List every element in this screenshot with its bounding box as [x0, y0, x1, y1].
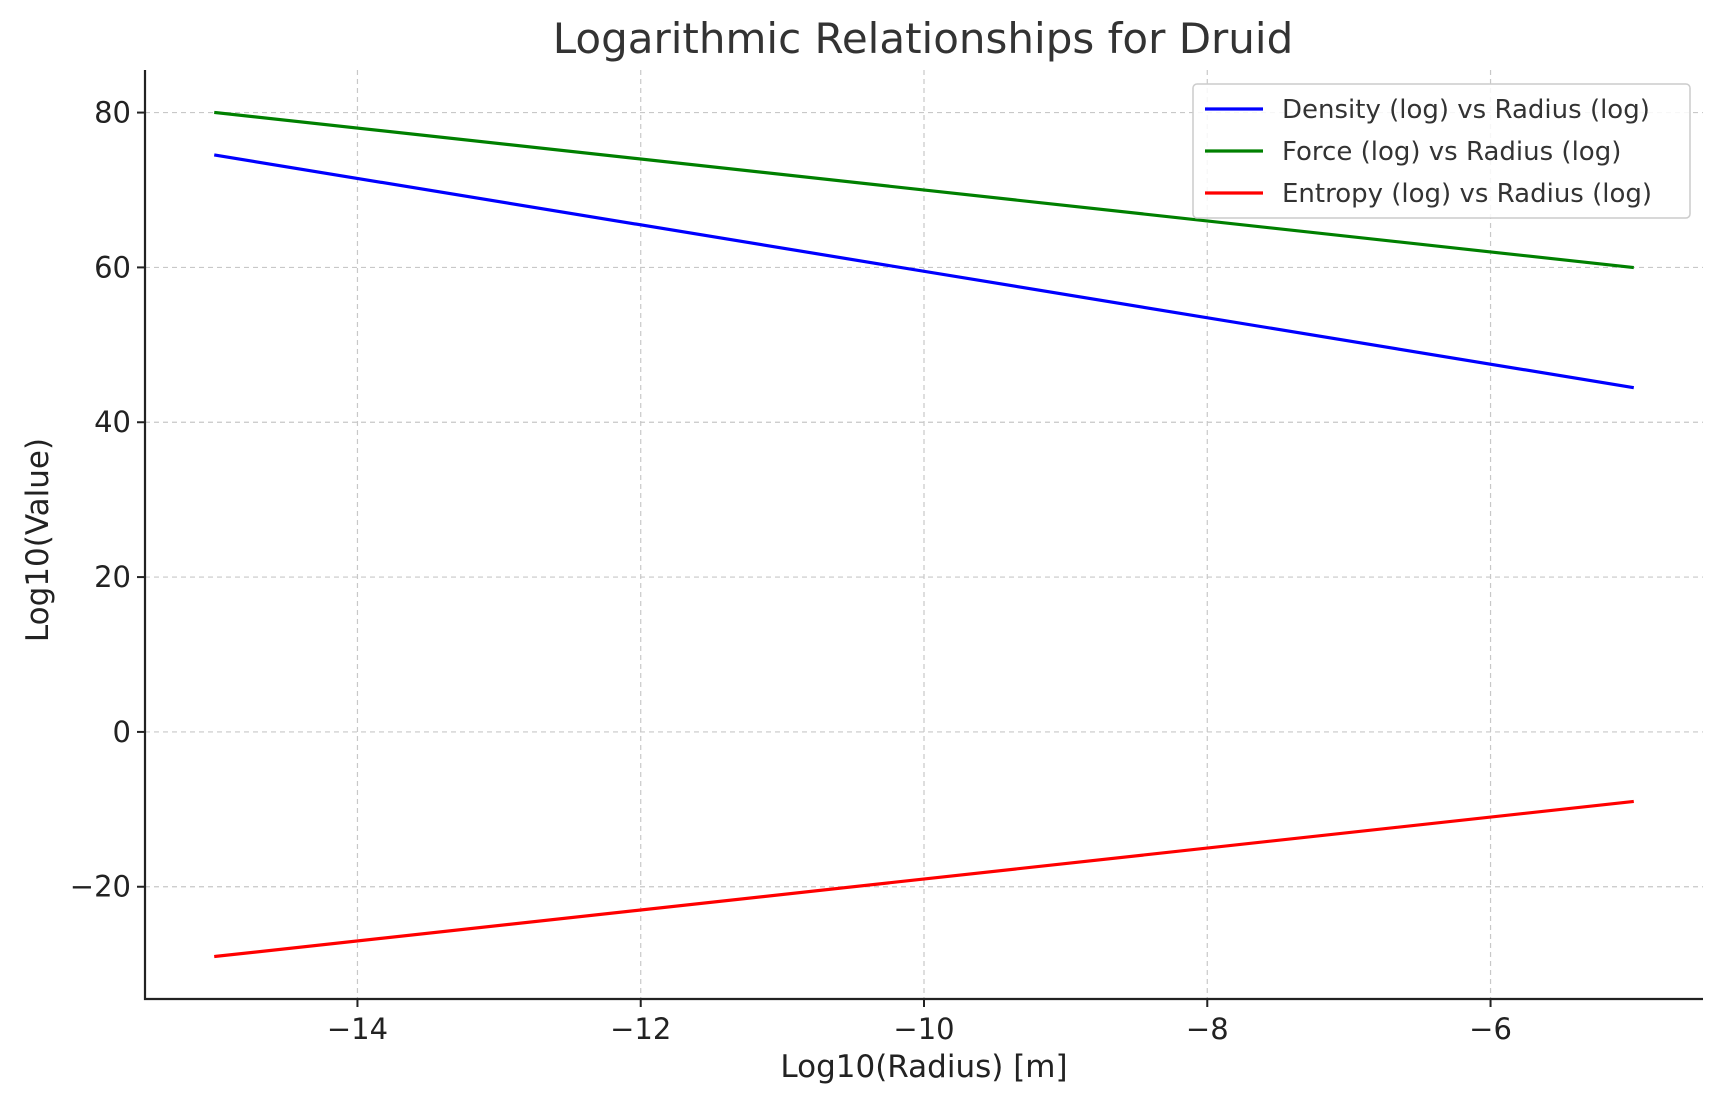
series-line-2 [214, 799, 1634, 959]
legend: Density (log) vs Radius (log) Force (log)… [1192, 83, 1691, 219]
x-tick-label: −10 [893, 1012, 954, 1046]
y-tick-label: −20 [70, 870, 131, 904]
x-tick-label: −12 [610, 1012, 671, 1046]
x-tick-label: −14 [327, 1012, 388, 1046]
legend-label-0: Density (log) vs Radius (log) [1282, 95, 1650, 125]
grid [145, 70, 1703, 999]
legend-label-2: Entropy (log) vs Radius (log) [1282, 179, 1652, 209]
axes [143, 70, 1703, 1001]
chart-title: Logarithmic Relationships for Druid [553, 14, 1294, 63]
y-tick-label: 40 [94, 405, 131, 439]
x-axis-label: Log10(Radius) [m] [780, 1049, 1067, 1085]
x-tick-label: −8 [1186, 1012, 1229, 1046]
y-tick-label: 60 [94, 250, 131, 284]
series-line-0 [213, 153, 1635, 390]
y-axis-label: Log10(Value) [20, 438, 56, 642]
x-tick-label: −6 [1469, 1012, 1512, 1046]
y-tick-label: 0 [113, 715, 131, 749]
series-line-1 [214, 110, 1634, 270]
y-tick-label: 80 [94, 96, 131, 130]
legend-label-1: Force (log) vs Radius (log) [1282, 137, 1621, 167]
y-tick-label: 20 [94, 560, 131, 594]
axes-spine [143, 70, 1703, 1001]
x-ticks: −14 −12 −10 −8 −6 [327, 999, 1512, 1046]
y-ticks: −20 0 20 40 60 80 [70, 96, 145, 904]
legend-box [1192, 83, 1691, 219]
series-lines [213, 110, 1635, 959]
